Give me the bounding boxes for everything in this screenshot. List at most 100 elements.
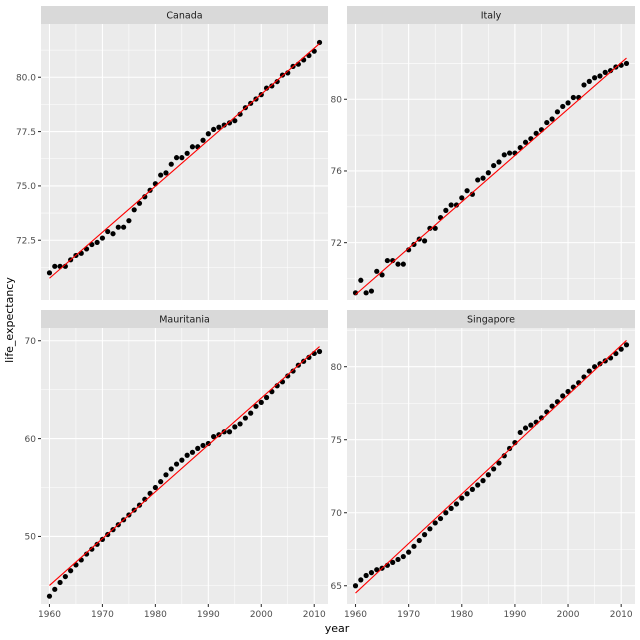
facet-panel: Mauritania 1960 1970 1980 1990 2000 2010 50 60 70 [25,310,328,620]
data-point [528,422,534,428]
data-point [623,342,630,348]
data-point [78,250,84,256]
y-tick-label: 80 [331,363,343,373]
x-tick-label: 2000 [557,610,580,620]
data-point [459,195,465,201]
data-point [99,235,106,241]
data-point [142,194,148,200]
data-point [469,486,476,492]
y-tick-label: 80.0 [16,73,36,83]
data-point [258,399,264,405]
data-point [390,559,396,565]
data-point [368,570,375,576]
data-point [496,460,502,466]
y-tick-label: 72 [331,239,342,249]
data-point [432,520,438,526]
facet-strip [41,6,328,24]
data-point [533,130,539,136]
y-tick-label: 72.5 [16,236,36,246]
data-point [400,553,406,560]
trend-line [355,340,627,594]
data-point [94,239,100,246]
data-point [358,577,364,583]
data-point [306,354,312,360]
data-point [544,409,550,415]
data-point [363,572,369,579]
data-point [363,290,369,296]
x-tick-label: 2000 [250,610,273,620]
data-point [237,111,243,117]
data-point [253,403,259,409]
data-point [427,225,433,231]
data-point [480,175,486,181]
data-point [586,78,592,84]
data-point [226,120,233,126]
data-point [411,543,417,549]
data-point [565,100,571,106]
data-point [485,472,491,478]
trend-line [49,346,320,586]
data-point [570,94,576,101]
data-point [136,200,143,206]
data-point [352,583,359,589]
data-point [480,478,486,484]
facet-title: Italy [481,11,502,22]
data-point [168,161,174,167]
x-tick-label: 1970 [397,610,420,620]
data-point [453,202,460,208]
data-point [602,69,608,75]
data-point [152,484,158,491]
data-point [544,119,550,126]
data-point [592,364,598,370]
data-point [274,383,280,389]
data-point [221,122,227,128]
data-point [522,425,529,431]
data-point [173,461,180,467]
x-tick-label: 1980 [450,610,473,620]
x-axis-title: year [325,622,350,635]
data-point [448,202,454,208]
data-point [565,388,571,395]
x-tick-label: 1970 [91,610,114,620]
trend-line [355,57,627,296]
data-point [195,445,201,451]
data-point [453,501,460,507]
data-point [491,466,497,472]
y-tick-label: 65 [331,582,342,592]
data-point [475,177,481,183]
facet-panel: Italy 72 76 80 [331,6,635,300]
data-point [89,546,95,552]
trend-line [49,43,320,279]
panel-background [41,24,328,300]
data-point [597,361,603,367]
data-point [549,403,555,409]
data-point [115,224,121,230]
data-point [506,150,513,156]
facet-strip [347,6,635,24]
data-point [211,126,217,133]
data-point [248,410,254,416]
data-point [443,207,449,213]
data-point [52,586,58,592]
facet-title: Mauritania [159,315,210,326]
y-axis-title: life_expectancy [3,277,16,363]
data-point [62,573,68,580]
data-point [110,231,116,237]
data-point [189,449,196,455]
data-point [437,515,444,522]
data-point [623,60,630,67]
data-point [205,131,211,137]
data-point [78,557,84,563]
facet-strip [41,310,328,328]
data-point [269,83,275,89]
data-point [232,424,238,430]
data-point [237,421,243,427]
data-point [46,593,53,599]
y-tick-label: 50 [25,533,37,543]
x-tick-label: 1960 [38,610,61,620]
data-point [68,568,74,574]
data-point [607,67,614,74]
data-point [464,188,470,194]
data-point [158,479,164,485]
data-point [406,247,412,253]
